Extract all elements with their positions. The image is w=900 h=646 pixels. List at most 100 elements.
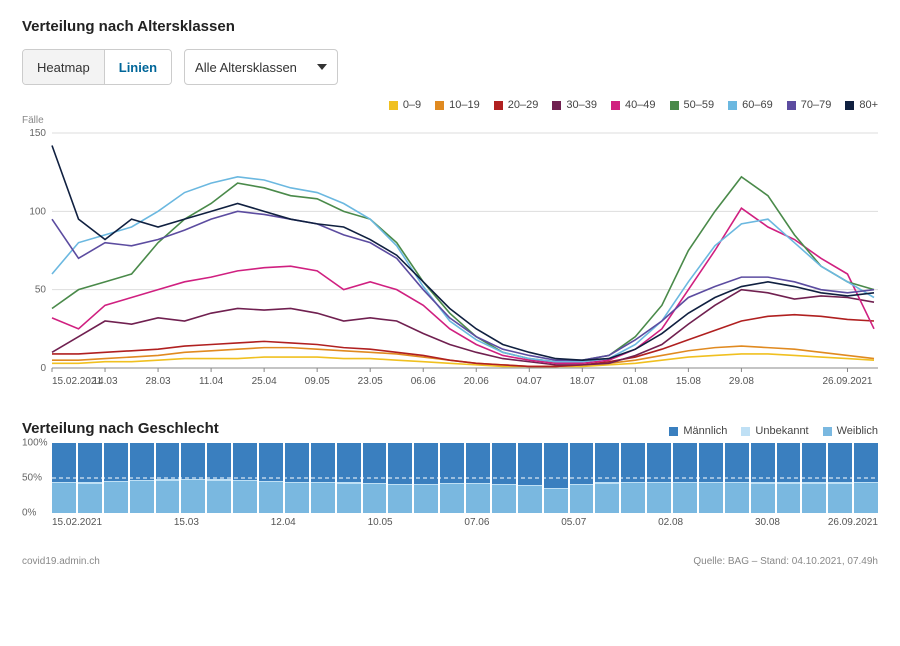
bar-column[interactable]: [78, 443, 102, 513]
legend-item[interactable]: 70–79: [787, 99, 832, 111]
svg-text:23.05: 23.05: [358, 376, 383, 387]
bar-column[interactable]: [777, 443, 801, 513]
seg-m: [337, 443, 361, 482]
seg-m: [156, 443, 180, 479]
seg-m: [751, 443, 775, 482]
legend-swatch: [389, 101, 398, 110]
svg-text:20.06: 20.06: [464, 376, 489, 387]
bar-column[interactable]: [104, 443, 128, 513]
seg-w: [52, 483, 76, 513]
seg-w: [285, 483, 309, 513]
footer-left: covid19.admin.ch: [22, 556, 100, 567]
legend-item[interactable]: 60–69: [728, 99, 773, 111]
x-label: [513, 517, 537, 528]
seg-m: [466, 443, 490, 483]
series-0–9: [52, 354, 874, 367]
line-chart: 05010015015.02.202114.0328.0311.0425.040…: [22, 128, 878, 388]
seg-w: [621, 483, 645, 513]
legend-item[interactable]: Weiblich: [823, 425, 878, 437]
bar-column[interactable]: [595, 443, 619, 513]
bar-column[interactable]: [414, 443, 438, 513]
svg-text:100: 100: [29, 206, 46, 217]
svg-text:25.04: 25.04: [252, 376, 277, 387]
bar-column[interactable]: [751, 443, 775, 513]
seg-m: [802, 443, 826, 482]
age-filter-select[interactable]: Alle Altersklassen: [184, 49, 338, 85]
bar-column[interactable]: [802, 443, 826, 513]
legend-item[interactable]: 10–19: [435, 99, 480, 111]
seg-w: [156, 481, 180, 513]
seg-w: [466, 484, 490, 513]
x-label: 10.05: [368, 517, 393, 528]
legend-swatch: [787, 101, 796, 110]
legend-item[interactable]: 20–29: [494, 99, 539, 111]
seg-m: [492, 443, 516, 484]
bar-column[interactable]: [699, 443, 723, 513]
legend-item[interactable]: Unbekannt: [741, 425, 808, 437]
seg-w: [777, 484, 801, 513]
bar-column[interactable]: [52, 443, 76, 513]
bar-column[interactable]: [337, 443, 361, 513]
bar-column[interactable]: [854, 443, 878, 513]
bar-column[interactable]: [388, 443, 412, 513]
bar-column[interactable]: [156, 443, 180, 513]
bar-column[interactable]: [311, 443, 335, 513]
bar-column[interactable]: [621, 443, 645, 513]
bar-column[interactable]: [363, 443, 387, 513]
seg-w: [673, 483, 697, 513]
seg-m: [311, 443, 335, 482]
bar-column[interactable]: [828, 443, 852, 513]
series-70–79: [52, 211, 874, 360]
legend-swatch: [845, 101, 854, 110]
seg-m: [52, 443, 76, 482]
seg-m: [233, 443, 257, 480]
seg-w: [440, 484, 464, 513]
bar-column[interactable]: [647, 443, 671, 513]
bar-column[interactable]: [233, 443, 257, 513]
svg-text:01.08: 01.08: [623, 376, 648, 387]
bar-column[interactable]: [492, 443, 516, 513]
bar-column[interactable]: [440, 443, 464, 513]
ytick-0: 0%: [22, 508, 36, 519]
tab-heatmap[interactable]: Heatmap: [23, 50, 104, 84]
bar-column[interactable]: [130, 443, 154, 513]
tab-linien[interactable]: Linien: [104, 50, 171, 84]
bar-column[interactable]: [259, 443, 283, 513]
legend-swatch: [823, 427, 832, 436]
x-label: [393, 517, 417, 528]
svg-text:26.09.2021: 26.09.2021: [822, 376, 872, 387]
legend-item[interactable]: 40–49: [611, 99, 656, 111]
x-label: 15.02.2021: [52, 517, 102, 528]
bar-column[interactable]: [207, 443, 231, 513]
bar-column[interactable]: [466, 443, 490, 513]
legend-item[interactable]: 80+: [845, 99, 878, 111]
seg-w: [130, 481, 154, 513]
seg-w: [414, 485, 438, 513]
svg-text:04.07: 04.07: [517, 376, 542, 387]
bar-column[interactable]: [518, 443, 542, 513]
x-label: [296, 517, 320, 528]
bar-column[interactable]: [673, 443, 697, 513]
seg-w: [699, 483, 723, 513]
x-label: [537, 517, 561, 528]
seg-m: [259, 443, 283, 481]
legend-item[interactable]: Männlich: [669, 425, 727, 437]
seg-m: [699, 443, 723, 482]
legend-swatch: [741, 427, 750, 436]
bar-column[interactable]: [544, 443, 568, 513]
seg-w: [751, 484, 775, 513]
legend-label: 10–19: [449, 99, 480, 111]
x-label: [223, 517, 247, 528]
x-label: 05.07: [561, 517, 586, 528]
bar-column[interactable]: [725, 443, 749, 513]
legend-swatch: [611, 101, 620, 110]
legend-item[interactable]: 50–59: [670, 99, 715, 111]
legend-label: 50–59: [684, 99, 715, 111]
bar-column[interactable]: [181, 443, 205, 513]
bar-column[interactable]: [285, 443, 309, 513]
seg-w: [595, 484, 619, 513]
legend-item[interactable]: 0–9: [389, 99, 421, 111]
legend-item[interactable]: 30–39: [552, 99, 597, 111]
bar-column[interactable]: [570, 443, 594, 513]
footer-right: Quelle: BAG – Stand: 04.10.2021, 07.49h: [693, 556, 878, 567]
